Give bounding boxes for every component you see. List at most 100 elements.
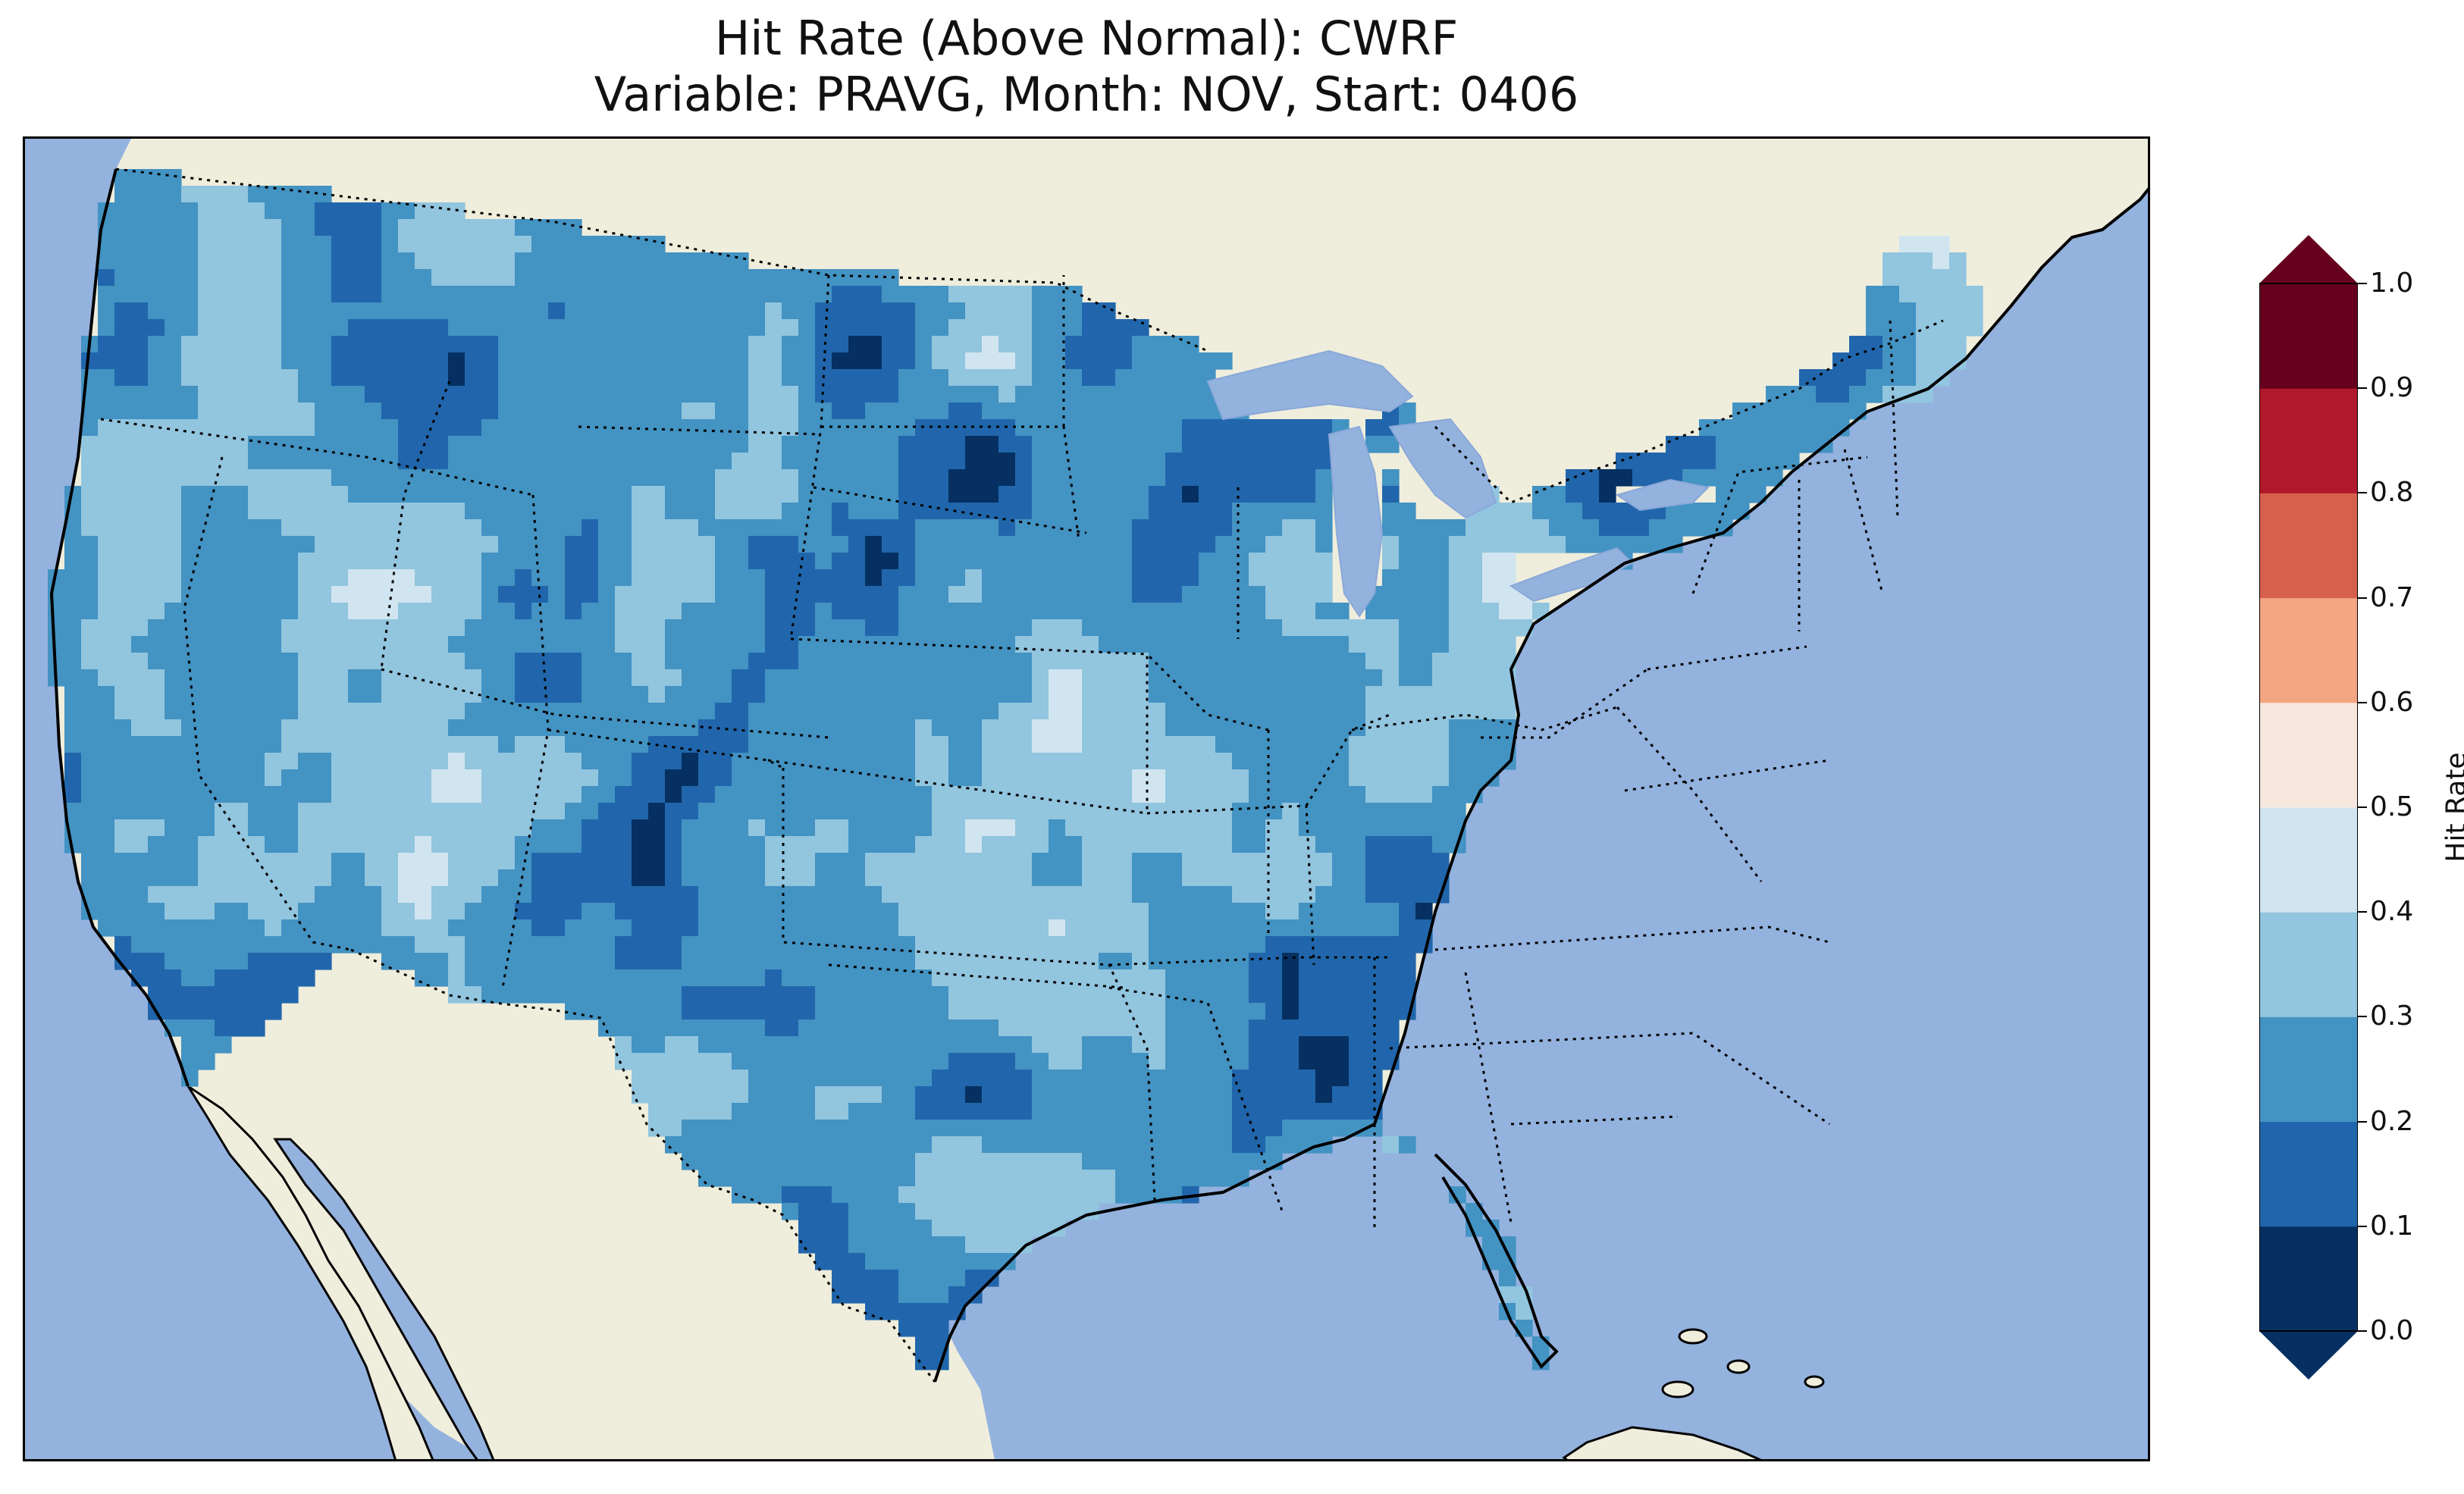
field-cell <box>848 1253 866 1270</box>
field-cell <box>648 669 666 687</box>
field-cell <box>798 1153 816 1170</box>
field-cell <box>715 419 732 437</box>
field-cell <box>548 886 566 904</box>
field-cell <box>531 286 549 303</box>
field-cell <box>798 419 816 437</box>
field-cell <box>165 936 182 954</box>
field-cell <box>1249 436 1266 453</box>
caribbean-islands <box>1562 1328 1825 1459</box>
field-cell <box>1182 736 1199 753</box>
field-cell <box>582 386 599 403</box>
field-cell <box>1949 336 1967 353</box>
field-cell <box>732 769 749 787</box>
field-cell <box>98 636 115 653</box>
field-cell <box>365 936 382 954</box>
field-cell <box>481 753 499 770</box>
field-cell <box>498 853 516 870</box>
field-cell <box>248 269 265 287</box>
field-cell <box>98 869 115 887</box>
field-cell <box>1232 703 1249 720</box>
field-cell <box>1215 936 1233 954</box>
field-cell <box>1182 369 1199 387</box>
field-cell <box>465 236 482 253</box>
field-cell <box>765 936 782 954</box>
field-cell <box>398 803 415 820</box>
field-cell <box>582 436 599 453</box>
field-cell <box>198 252 215 270</box>
field-cell <box>1049 736 1066 753</box>
field-cell <box>531 553 549 570</box>
field-cell <box>948 503 966 520</box>
field-cell <box>1265 519 1283 537</box>
field-cell <box>515 986 532 1004</box>
field-cell <box>1299 853 1316 870</box>
field-cell <box>531 653 549 670</box>
field-cell <box>982 352 999 370</box>
field-cell <box>915 453 933 470</box>
field-cell <box>1065 386 1083 403</box>
field-cell <box>1265 853 1283 870</box>
field-cell <box>1299 886 1316 904</box>
field-cell <box>865 369 882 387</box>
field-cell <box>298 286 315 303</box>
field-cell <box>982 786 999 803</box>
field-cell <box>798 436 816 453</box>
field-cell <box>148 803 165 820</box>
field-cell <box>632 753 649 770</box>
field-cell <box>265 352 282 370</box>
field-cell <box>1115 469 1133 487</box>
field-cell <box>1265 636 1283 653</box>
field-cell <box>1315 1036 1333 1054</box>
field-cell <box>1082 969 1099 987</box>
field-cell <box>398 636 415 653</box>
field-cell <box>948 969 966 987</box>
field-cell <box>965 1286 983 1304</box>
field-cell <box>265 419 282 437</box>
field-cell <box>1249 586 1266 603</box>
field-cell <box>1032 369 1049 387</box>
field-cell <box>398 919 415 937</box>
field-cell <box>365 819 382 837</box>
field-cell <box>415 719 432 737</box>
field-cell <box>682 1153 699 1170</box>
field-cell <box>1115 953 1133 970</box>
field-cell <box>281 186 299 203</box>
field-cell <box>1082 503 1099 520</box>
field-cell <box>815 719 832 737</box>
field-cell <box>898 653 916 670</box>
field-cell <box>915 1036 933 1054</box>
field-cell <box>348 753 365 770</box>
field-cell <box>1032 1070 1049 1087</box>
field-cell <box>598 503 616 520</box>
field-cell <box>231 969 249 987</box>
field-cell <box>1415 803 1433 820</box>
field-cell <box>1566 469 1583 487</box>
field-cell <box>365 503 382 520</box>
field-cell <box>1082 469 1099 487</box>
field-cell <box>598 1003 616 1020</box>
field-cell <box>898 352 916 370</box>
field-cell <box>915 753 933 770</box>
field-cell <box>965 402 983 420</box>
field-cell <box>265 769 282 787</box>
field-cell <box>181 586 199 603</box>
field-cell <box>582 686 599 703</box>
field-cell <box>598 836 616 853</box>
field-cell <box>1082 1120 1099 1137</box>
field-cell <box>632 653 649 670</box>
field-cell <box>181 1019 199 1037</box>
field-cell <box>615 1036 632 1054</box>
field-cell <box>865 352 882 370</box>
field-cell <box>1065 786 1083 803</box>
field-cell <box>765 319 782 337</box>
field-cell <box>1399 703 1416 720</box>
field-cell <box>1182 853 1199 870</box>
field-cell <box>732 536 749 553</box>
field-cell <box>1399 653 1416 670</box>
field-cell <box>348 369 365 387</box>
field-cell <box>632 719 649 737</box>
field-cell <box>782 936 799 954</box>
field-cell <box>1666 436 1683 453</box>
field-cell <box>265 853 282 870</box>
colorbar-tick-mark <box>2358 492 2367 494</box>
